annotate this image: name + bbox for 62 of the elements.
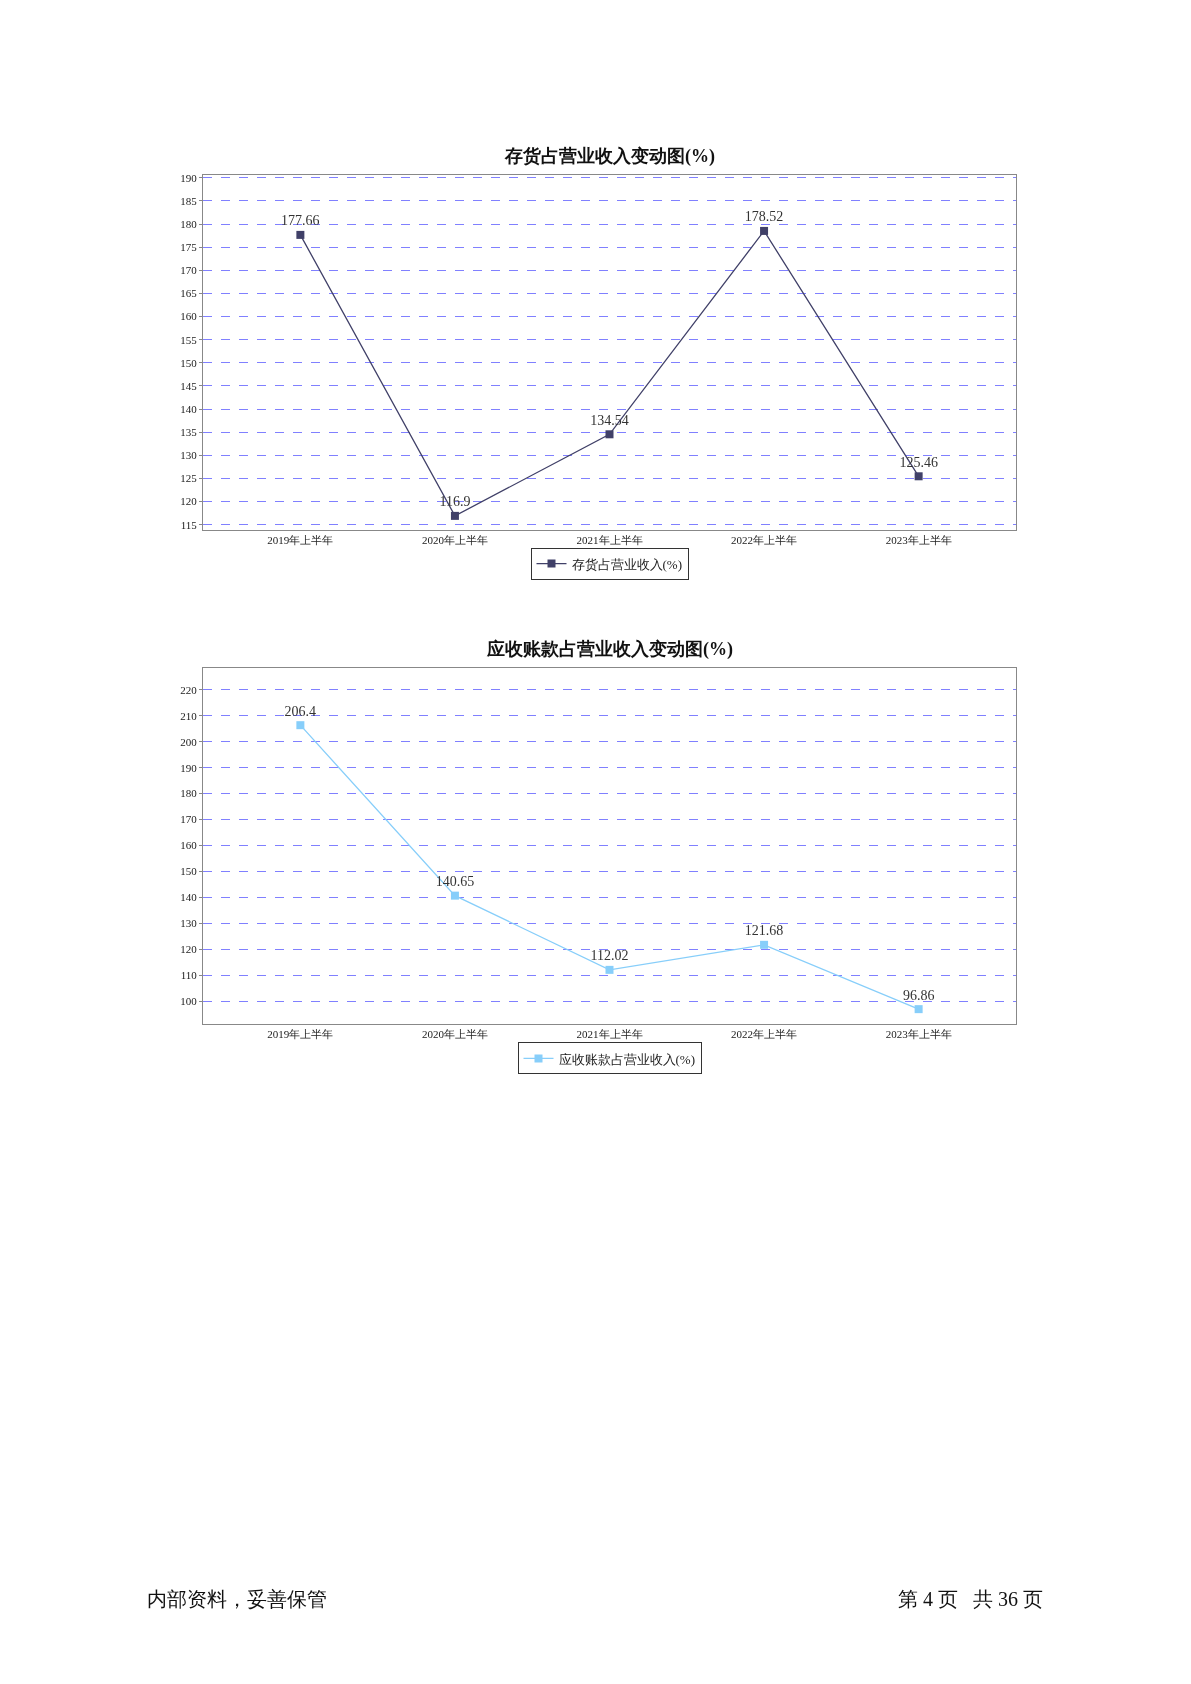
y-tick-label: 150 [180, 356, 198, 369]
y-tick-label: 100 [180, 994, 198, 1007]
y-tick-label: 120 [180, 495, 198, 508]
data-label: 177.66 [281, 213, 320, 229]
point [450, 891, 459, 900]
x-tick-label: 2020年上半年 [421, 1027, 488, 1040]
x-tick-label: 2019年上半年 [267, 533, 334, 546]
y-tick-label: 170 [180, 264, 198, 277]
y-tick-label: 140 [180, 891, 198, 904]
y-tick-label: 120 [180, 943, 198, 956]
point [296, 721, 305, 730]
text: 第 4 页 共 36 页 [898, 1588, 1043, 1610]
y-tick-label: 190 [180, 171, 198, 184]
y-tick-label: 180 [180, 787, 198, 800]
y-tick-label: 190 [180, 761, 198, 774]
point [914, 1005, 923, 1014]
point [760, 226, 769, 235]
chart-title: 存货占营业收入变动图(%) [504, 146, 715, 167]
legend-label: 存货占营业收入(%) [571, 556, 682, 572]
chart-title: 应收账款占营业收入变动图(%) [486, 639, 733, 660]
y-tick-label: 220 [180, 683, 198, 696]
data-label: 96.86 [902, 987, 935, 1003]
y-tick-label: 165 [180, 287, 198, 300]
y-tick-label: 145 [180, 379, 198, 392]
x-tick-label: 2022年上半年 [731, 1027, 798, 1040]
text: 内部资料，妥善保管 [147, 1588, 327, 1610]
y-tick-label: 155 [180, 333, 198, 346]
point [605, 430, 614, 439]
y-tick-label: 115 [180, 518, 198, 531]
y-tick-label: 185 [180, 194, 198, 207]
x-tick-label: 2021年上半年 [576, 1027, 643, 1040]
y-tick-label: 160 [180, 839, 198, 852]
data-label: 206.4 [284, 703, 317, 719]
x-tick-label: 2023年上半年 [885, 1027, 952, 1040]
data-label: 178.52 [744, 209, 784, 225]
y-tick-label: 175 [180, 241, 198, 254]
y-tick-label: 135 [180, 426, 198, 439]
point [450, 511, 459, 520]
x-tick-label: 2023年上半年 [885, 533, 952, 546]
data-label: 140.65 [435, 874, 475, 890]
y-tick-label: 130 [180, 449, 198, 462]
y-tick-label: 125 [180, 472, 198, 485]
point [760, 940, 769, 949]
y-tick-label: 200 [180, 735, 198, 748]
point [605, 965, 614, 974]
point [296, 230, 305, 239]
y-tick-label: 110 [180, 968, 198, 981]
point [914, 472, 923, 481]
y-tick-label: 180 [180, 217, 198, 230]
y-tick-label: 210 [180, 709, 198, 722]
y-tick-label: 140 [180, 402, 198, 415]
y-tick-label: 150 [180, 865, 198, 878]
x-tick-label: 2022年上半年 [731, 533, 798, 546]
legend-label: 应收账款占营业收入(%) [558, 1051, 695, 1067]
y-tick-label: 170 [180, 813, 198, 826]
y-tick-label: 130 [180, 917, 198, 930]
data-label: 112.02 [590, 948, 629, 964]
x-tick-label: 2020年上半年 [421, 533, 488, 546]
data-label: 121.68 [744, 923, 784, 939]
y-tick-label: 160 [180, 310, 198, 323]
x-tick-label: 2021年上半年 [576, 533, 643, 546]
x-tick-label: 2019年上半年 [267, 1027, 334, 1040]
